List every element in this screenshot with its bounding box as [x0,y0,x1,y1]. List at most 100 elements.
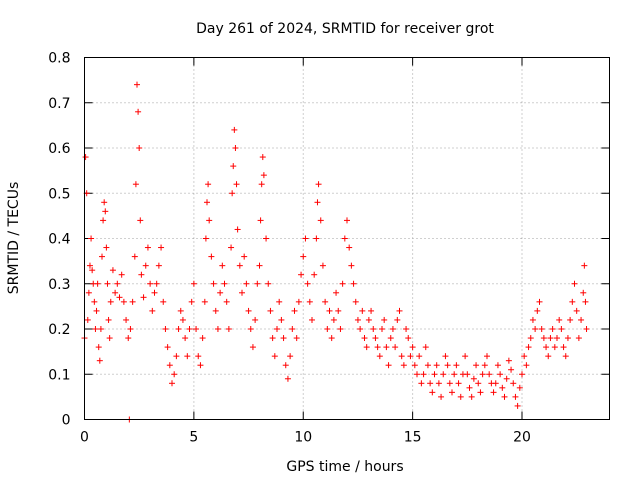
data-point [132,181,139,188]
data-point [573,307,580,314]
data-point [243,280,250,287]
data-point [330,316,337,323]
data-point [201,298,208,305]
data-point [455,380,462,387]
data-point [140,294,147,301]
data-point [319,262,326,269]
data-point [387,335,394,342]
data-point [309,316,315,323]
data-point [527,335,534,342]
data-point [228,244,235,251]
data-point [92,326,99,332]
data-point [446,380,453,387]
data-point [232,145,239,151]
data-point [120,298,127,305]
data-point [204,199,210,206]
data-point [210,280,217,287]
data-point [407,353,414,360]
data-point [267,307,274,314]
data-point [521,353,528,360]
data-point [383,344,390,351]
data-point [475,380,482,387]
data-point [100,217,107,224]
data-point [516,384,523,391]
data-point [582,298,589,305]
data-point [484,353,490,360]
data-point [409,344,416,351]
data-point [394,316,401,323]
data-point [429,389,436,396]
data-point [254,280,261,287]
data-point [205,181,212,188]
data-point [449,389,455,396]
data-point [129,298,136,305]
y-tick-label: 0.3 [48,277,70,293]
data-point [549,326,556,332]
data-point [581,262,588,269]
data-point [221,280,228,287]
data-point [160,298,167,305]
data-point [532,326,539,332]
data-point [433,362,440,369]
data-point [231,126,238,133]
data-point [280,335,287,342]
data-point [164,344,171,351]
data-point [304,280,311,287]
data-point [468,393,475,400]
data-point [241,253,248,260]
y-tick-label: 0.1 [48,367,70,383]
data-point [473,362,480,369]
data-point [106,335,113,342]
data-point [444,362,451,369]
data-point [525,344,532,351]
data-point [85,289,92,296]
x-tick-label: 10 [294,430,312,446]
data-point [339,280,346,287]
data-point [236,262,243,269]
data-point [374,344,381,351]
data-point [89,267,96,274]
data-point [197,362,204,369]
y-axis-label: SRMTID / TECUs [6,182,22,295]
data-point [179,316,186,323]
data-point [411,362,418,369]
data-point [88,235,95,242]
data-point [420,371,427,378]
data-point [341,235,348,242]
data-point [322,298,329,305]
data-point [403,326,410,332]
data-point [96,357,103,364]
data-point [217,289,224,296]
data-point [348,262,355,269]
data-point [508,366,515,373]
data-point [545,353,552,360]
data-point [135,108,142,115]
data-point [136,145,143,151]
data-point [276,298,283,305]
data-point [291,307,298,314]
data-point [503,375,510,382]
data-point [363,344,370,351]
data-point [536,298,543,305]
data-point [298,271,305,278]
data-point [149,307,156,314]
data-point [538,326,545,332]
data-point [477,389,484,396]
data-point [398,353,405,360]
data-point [311,271,318,278]
y-tick-label: 0.4 [48,232,70,248]
data-point [578,316,585,323]
data-point [109,267,116,274]
data-point [158,244,165,251]
data-point [328,335,335,342]
data-point [365,316,372,323]
data-point [359,307,366,314]
data-point [514,402,521,409]
data-point [562,353,569,360]
data-point [534,307,541,314]
data-point [464,371,471,378]
data-point [252,316,259,323]
data-point [583,326,590,332]
data-point [344,217,350,224]
data-point [166,362,173,369]
